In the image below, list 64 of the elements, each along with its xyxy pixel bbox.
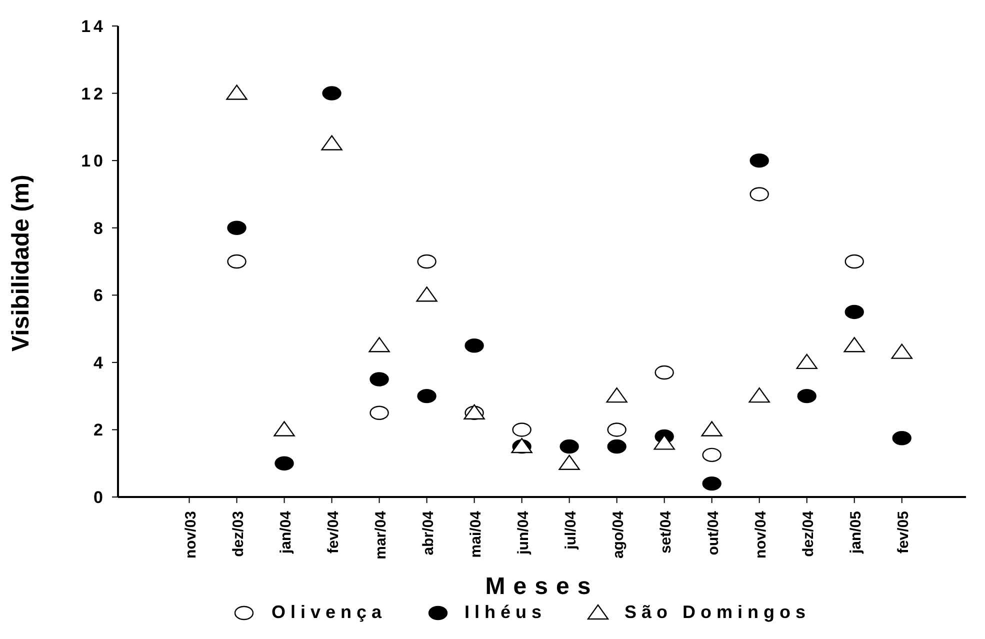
x-tick-label: fev/04 bbox=[324, 510, 342, 554]
point bbox=[891, 344, 912, 359]
point bbox=[701, 421, 722, 436]
point bbox=[370, 372, 389, 386]
y-tick-label: 4 bbox=[94, 353, 106, 372]
point bbox=[560, 439, 579, 454]
x-tick-label: jan/04 bbox=[277, 510, 294, 555]
x-tick-label: set/04 bbox=[657, 510, 674, 554]
x-tick-label: jul/04 bbox=[562, 510, 580, 550]
point bbox=[844, 254, 864, 269]
legend-label: São Domingos bbox=[624, 602, 811, 623]
point bbox=[750, 187, 769, 202]
x-tick-label: jan/05 bbox=[847, 511, 864, 555]
point bbox=[702, 476, 722, 491]
y-tick-label: 14 bbox=[81, 17, 106, 36]
x-tick-label: nov/04 bbox=[752, 510, 770, 559]
point bbox=[796, 354, 818, 370]
point bbox=[416, 286, 438, 302]
point bbox=[274, 456, 294, 470]
y-tick-label: 8 bbox=[94, 218, 106, 238]
point bbox=[227, 254, 246, 269]
point bbox=[464, 338, 484, 353]
point bbox=[654, 365, 674, 380]
point bbox=[607, 439, 626, 454]
x-tick-label: jun/04 bbox=[514, 510, 532, 556]
point bbox=[321, 135, 342, 150]
x-tick-label: mai/04 bbox=[467, 510, 484, 558]
x-tick-label: ago/04 bbox=[610, 510, 627, 559]
y-tick-label: 10 bbox=[81, 152, 106, 171]
point bbox=[750, 153, 769, 168]
point bbox=[274, 421, 295, 436]
x-tick-label: nov/03 bbox=[182, 511, 200, 559]
point bbox=[226, 84, 248, 100]
y-tick-label: 0 bbox=[94, 488, 106, 507]
point bbox=[370, 406, 389, 420]
point bbox=[606, 387, 628, 403]
point bbox=[844, 337, 865, 352]
y-tick-label: 2 bbox=[94, 420, 106, 440]
point bbox=[227, 220, 246, 235]
x-tick-label: out/04 bbox=[704, 510, 722, 556]
x-axis-title: Meses bbox=[485, 573, 599, 600]
point bbox=[368, 337, 390, 352]
x-tick-label: abr/04 bbox=[420, 510, 437, 556]
point bbox=[654, 434, 675, 450]
point bbox=[558, 454, 580, 470]
point bbox=[702, 448, 722, 462]
legend-label: Olivença bbox=[271, 602, 386, 623]
point bbox=[892, 431, 912, 446]
y-axis-title: Visibilidade (m) bbox=[8, 174, 35, 352]
x-tick-label: dez/03 bbox=[230, 511, 247, 557]
point bbox=[417, 254, 436, 269]
y-tick-label: 12 bbox=[81, 84, 106, 104]
point bbox=[797, 388, 816, 404]
point bbox=[417, 388, 436, 404]
point bbox=[844, 304, 864, 320]
point bbox=[512, 422, 532, 437]
x-tick-label: fev/05 bbox=[894, 511, 912, 554]
x-tick-label: mar/04 bbox=[372, 510, 390, 560]
point bbox=[322, 86, 342, 100]
point bbox=[748, 387, 770, 403]
x-tick-label: dez/04 bbox=[800, 510, 817, 557]
point bbox=[607, 422, 626, 437]
y-tick-label: 6 bbox=[94, 286, 106, 306]
legend-label: Ilhéus bbox=[464, 602, 547, 623]
